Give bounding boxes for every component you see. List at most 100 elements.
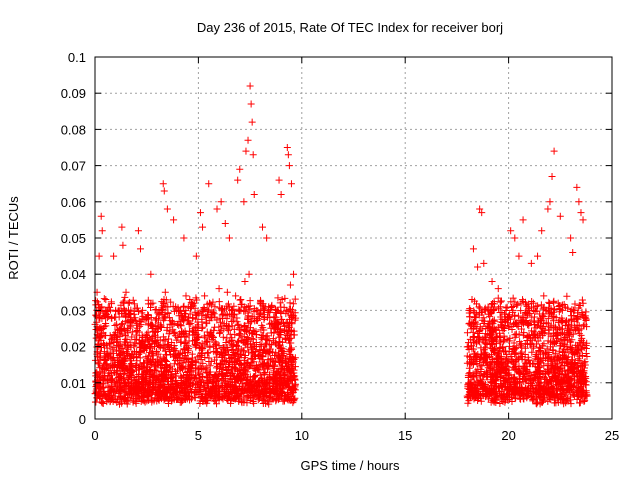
- data-point: [506, 334, 514, 342]
- data-point: [183, 368, 191, 376]
- data-point: [120, 299, 128, 307]
- data-point: [108, 300, 116, 308]
- data-point: [112, 306, 120, 314]
- data-point: [564, 346, 572, 354]
- data-point: [502, 304, 510, 312]
- data-point: [519, 216, 527, 224]
- data-point: [490, 398, 498, 406]
- data-point: [551, 306, 559, 314]
- data-point: [208, 309, 216, 317]
- data-point: [144, 328, 152, 336]
- data-point: [168, 392, 176, 400]
- data-point: [256, 394, 264, 402]
- data-point: [198, 315, 206, 323]
- y-tick-label: 0.06: [61, 195, 86, 210]
- data-point: [573, 395, 581, 403]
- data-point: [569, 365, 577, 373]
- data-point: [494, 350, 502, 358]
- data-point: [218, 352, 226, 360]
- data-point: [534, 317, 542, 325]
- x-tick-label: 25: [605, 428, 619, 443]
- data-point: [219, 315, 227, 323]
- data-point: [236, 366, 244, 374]
- data-point: [223, 334, 231, 342]
- data-point: [171, 385, 179, 393]
- data-point: [288, 364, 296, 372]
- data-point: [259, 331, 267, 339]
- data-point: [245, 362, 253, 370]
- data-point: [277, 331, 285, 339]
- data-point: [252, 380, 260, 388]
- data-point: [463, 392, 471, 400]
- data-point: [196, 377, 204, 385]
- data-point: [227, 353, 235, 361]
- data-point: [137, 347, 145, 355]
- data-point: [164, 400, 172, 408]
- data-point: [149, 385, 157, 393]
- data-point: [212, 364, 220, 372]
- data-point: [540, 312, 548, 320]
- data-point: [580, 369, 588, 377]
- data-point: [493, 393, 501, 401]
- data-point: [472, 373, 480, 381]
- data-point: [108, 345, 116, 353]
- data-point: [285, 366, 293, 374]
- data-point: [99, 369, 107, 377]
- data-point: [130, 342, 138, 350]
- data-point: [536, 322, 544, 330]
- data-point: [480, 259, 488, 267]
- data-point: [266, 382, 274, 390]
- data-point: [130, 300, 138, 308]
- data-point: [287, 308, 295, 316]
- data-point: [284, 391, 292, 399]
- data-point: [199, 306, 207, 314]
- data-point: [143, 330, 151, 338]
- data-point: [192, 315, 200, 323]
- data-point: [554, 299, 562, 307]
- data-point: [545, 394, 553, 402]
- data-point: [201, 334, 209, 342]
- data-point: [547, 358, 555, 366]
- data-point: [167, 317, 175, 325]
- data-point: [205, 180, 213, 188]
- data-point: [166, 348, 174, 356]
- y-tick-label: 0.09: [61, 86, 86, 101]
- data-point: [96, 307, 104, 315]
- data-point: [159, 355, 167, 363]
- data-point: [283, 318, 291, 326]
- data-point: [540, 375, 548, 383]
- data-point: [151, 373, 159, 381]
- data-point: [140, 364, 148, 372]
- data-point: [483, 358, 491, 366]
- data-point: [481, 305, 489, 313]
- data-point: [202, 338, 210, 346]
- data-point: [476, 391, 484, 399]
- data-point: [100, 372, 108, 380]
- data-point: [541, 374, 549, 382]
- data-point: [144, 393, 152, 401]
- data-point: [216, 304, 224, 312]
- data-point: [143, 314, 151, 322]
- data-point: [259, 353, 267, 361]
- data-point: [133, 353, 141, 361]
- data-point: [523, 376, 531, 384]
- data-point: [497, 380, 505, 388]
- data-point: [563, 358, 571, 366]
- data-point: [290, 355, 298, 363]
- data-point: [512, 319, 520, 327]
- data-point: [156, 344, 164, 352]
- data-point: [250, 314, 258, 322]
- data-point: [510, 339, 518, 347]
- data-point: [102, 296, 110, 304]
- data-point: [252, 339, 260, 347]
- grid-lines: [95, 57, 612, 419]
- data-point: [120, 369, 128, 377]
- data-point: [279, 319, 287, 327]
- data-point: [229, 305, 237, 313]
- data-point: [540, 340, 548, 348]
- data-point: [168, 377, 176, 385]
- data-point: [525, 356, 533, 364]
- data-point: [276, 356, 284, 364]
- data-point: [495, 304, 503, 312]
- data-point: [575, 198, 583, 206]
